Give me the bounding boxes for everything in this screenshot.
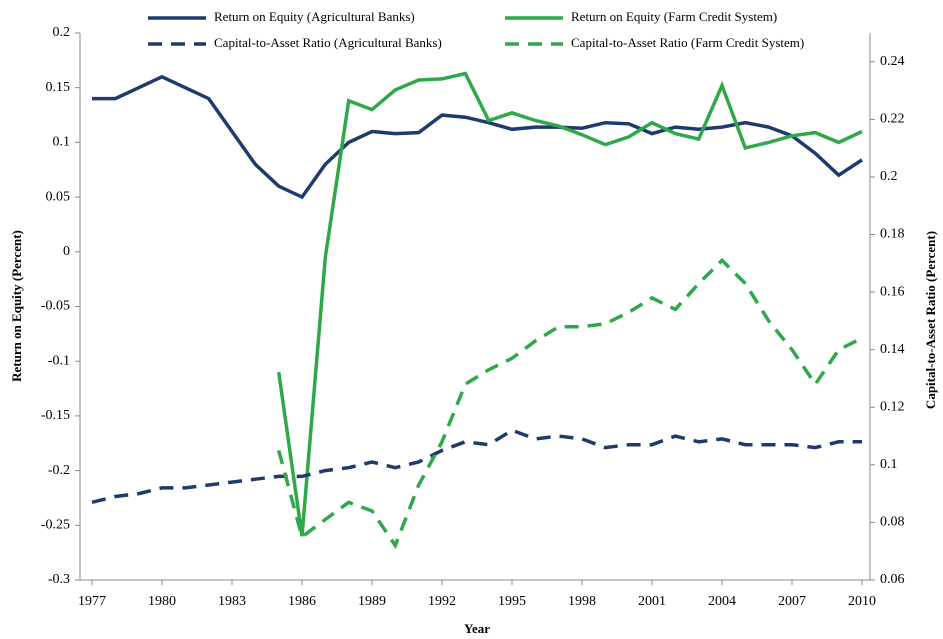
series-line <box>92 74 863 200</box>
y2-axis-title: Capital-to-Asset Ratio (Percent) <box>923 231 938 409</box>
y-tick-label: -0.15 <box>41 408 70 423</box>
y-tick-label: 0 <box>63 244 70 259</box>
x-tick-label: 1983 <box>218 594 246 609</box>
y-tick-label: 0.2 <box>53 25 71 40</box>
y2-tick-label: 0.14 <box>880 342 905 357</box>
x-tick-label: 2001 <box>638 594 666 609</box>
x-tick-label: 1986 <box>288 594 316 609</box>
x-tick-label: 1989 <box>358 594 386 609</box>
y2-tick-label: 0.2 <box>880 169 898 184</box>
x-tick-label: 1977 <box>78 594 106 609</box>
y-tick-label: 0.15 <box>46 80 71 95</box>
x-tick-label: 1980 <box>148 594 176 609</box>
x-tick-label: 2010 <box>848 594 876 609</box>
y-tick-label: -0.05 <box>41 299 70 314</box>
legend-label: Return on Equity (Farm Credit System) <box>571 9 777 24</box>
y2-tick-label: 0.12 <box>880 399 905 414</box>
series-line <box>91 428 862 504</box>
y-axis-title: Return on Equity (Percent) <box>9 230 24 382</box>
x-tick-label: 1992 <box>428 594 456 609</box>
y2-tick-label: 0.16 <box>880 284 905 299</box>
series-line <box>277 257 863 550</box>
y-tick-label: -0.2 <box>48 463 70 478</box>
x-tick-label: 1998 <box>568 594 596 609</box>
y2-tick-label: 0.22 <box>880 112 905 127</box>
x-axis-title: Year <box>464 621 490 636</box>
y2-tick-label: 0.24 <box>880 54 905 69</box>
y-tick-label: 0.05 <box>46 189 71 204</box>
y-tick-label: -0.1 <box>48 353 70 368</box>
y2-tick-label: 0.08 <box>880 515 905 530</box>
y2-tick-label: 0.06 <box>880 572 905 587</box>
y-tick-label: 0.1 <box>53 135 71 150</box>
y2-tick-label: 0.18 <box>880 227 905 242</box>
x-tick-label: 1995 <box>498 594 526 609</box>
x-tick-label: 2004 <box>708 594 736 609</box>
series-line <box>276 71 863 537</box>
y-tick-label: -0.3 <box>48 572 70 587</box>
legend-label: Capital-to-Asset Ratio (Farm Credit Syst… <box>571 35 804 50</box>
y-tick-label: -0.25 <box>41 518 70 533</box>
x-tick-label: 2007 <box>778 594 806 609</box>
legend-label: Capital-to-Asset Ratio (Agricultural Ban… <box>214 35 442 50</box>
y2-tick-label: 0.1 <box>880 457 898 472</box>
legend-label: Return on Equity (Agricultural Banks) <box>214 9 415 24</box>
